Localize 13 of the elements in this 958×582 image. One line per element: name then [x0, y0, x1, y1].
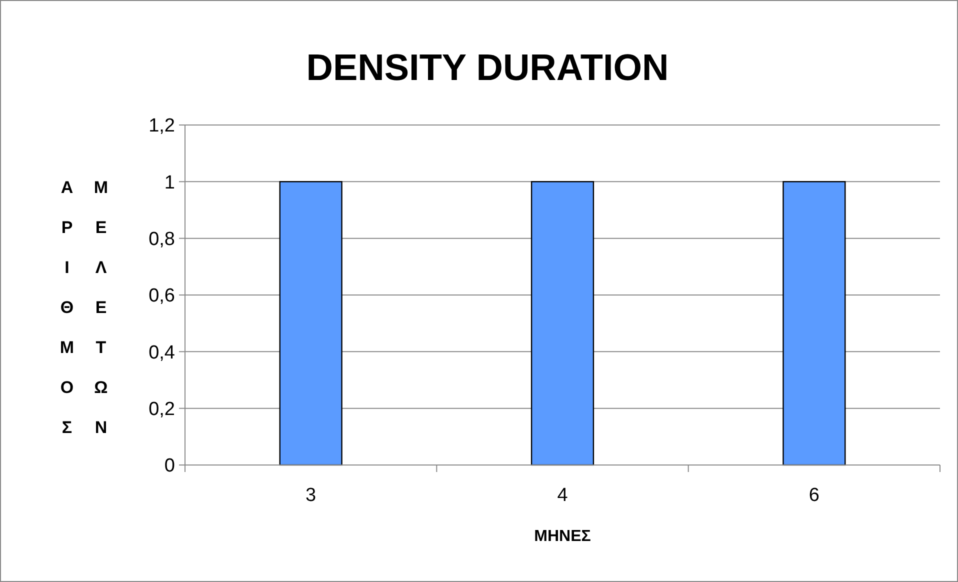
y-tick-label: 0,4 [148, 342, 176, 364]
y-tick-label: 0,8 [148, 228, 175, 250]
y-tick-label: 0 [164, 456, 175, 477]
y-tick-label: 1,2 [148, 116, 175, 137]
chart-title: DENSITY DURATION [306, 47, 669, 88]
y-tick-label: 1 [164, 172, 175, 194]
x-axis-title: ΜΗΝΕΣ [534, 528, 592, 545]
y-axis-title: ΑΡΙΘΜΟΣ ΜΕΛΕΤΩΝ [58, 178, 110, 458]
x-tick-label: 3 [306, 485, 316, 506]
y-tick-label: 0,2 [148, 398, 175, 420]
x-tick-label: 6 [808, 485, 820, 506]
x-tick-label: 4 [557, 485, 568, 506]
y-tick-label: 0,6 [148, 286, 175, 307]
